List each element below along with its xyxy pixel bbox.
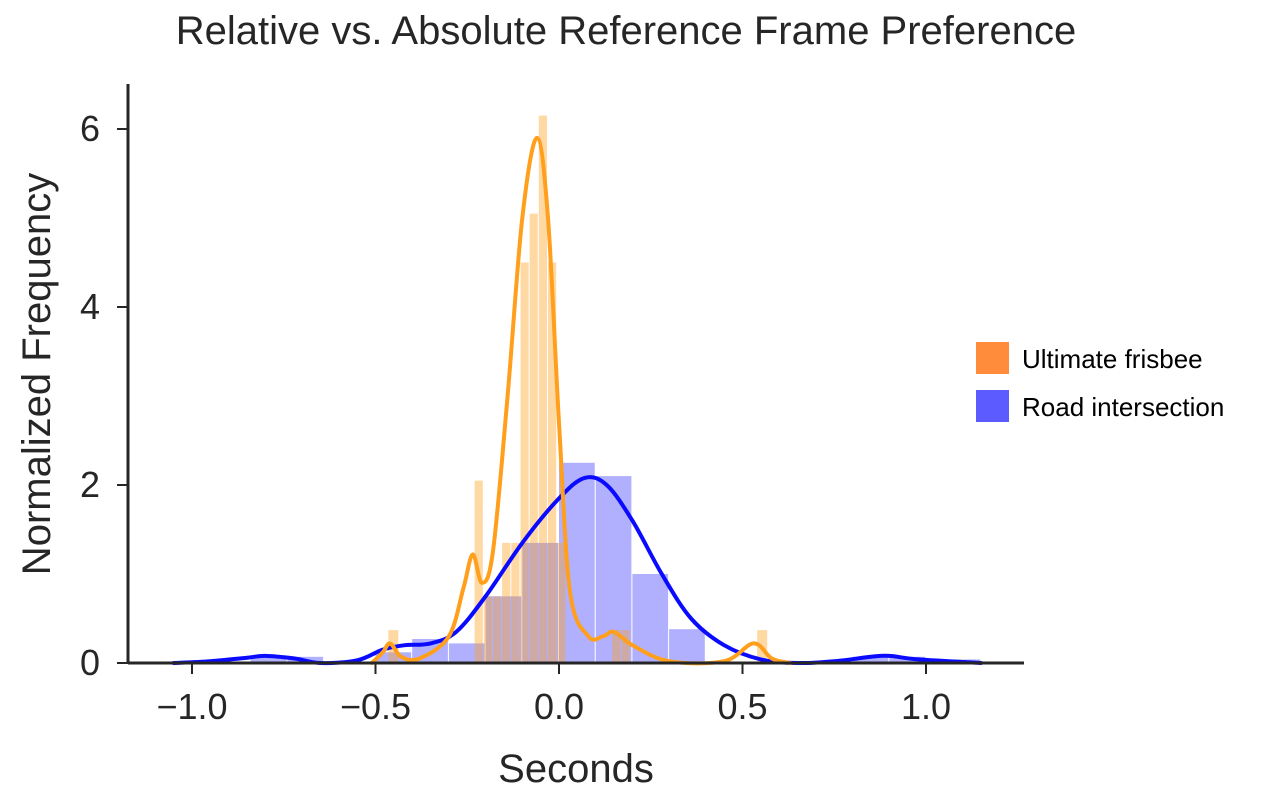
hist-bar-road-intersection-7 [559,462,595,664]
y-tick-label: 6 [80,108,100,149]
hist-bar-road-intersection-2 [375,652,412,663]
y-tick-label: 4 [80,286,100,327]
hist-bar-ultimate-frisbee-12 [621,630,630,663]
legend-swatch-road-intersection [976,390,1009,422]
legend-label-ultimate-frisbee: Ultimate frisbee [1022,344,1203,374]
legend-label-road-intersection: Road intersection [1022,392,1224,422]
hist-bar-ultimate-frisbee-11 [612,630,621,663]
x-axis-title: Seconds [498,747,654,789]
x-tick-label: 0.5 [717,686,767,727]
x-ticks: −1.0 −0.5 0.0 0.5 1.0 [156,664,951,727]
hist-bar-ultimate-frisbee-6 [520,262,529,663]
y-tick-label: 0 [80,642,100,683]
hist-bar-road-intersection-6 [522,542,558,663]
hist-bar-ultimate-frisbee-8 [538,115,547,664]
x-tick-label: −1.0 [156,686,227,727]
hist-bar-ultimate-frisbee-5 [511,542,520,663]
hist-bar-road-intersection-5 [485,596,522,664]
legend: Ultimate frisbee Road intersection [976,342,1224,422]
hist-bar-road-intersection-4 [448,643,485,663]
hist-bar-ultimate-frisbee-3 [492,596,502,664]
hist-bar-ultimate-frisbee-4 [502,542,511,663]
y-axis-title: Normalized Frequency [15,173,59,575]
chart-title: Relative vs. Absolute Reference Frame Pr… [176,9,1076,53]
y-tick-label: 2 [80,464,100,505]
hist-bar-ultimate-frisbee-10 [557,542,566,663]
hist-bar-ultimate-frisbee-7 [529,213,538,663]
x-tick-label: −0.5 [340,686,411,727]
x-tick-label: 1.0 [901,686,951,727]
kde-line-ultimate-frisbee [369,135,793,666]
y-ticks: 0 2 4 6 [80,108,128,683]
hist-bar-ultimate-frisbee-2 [483,596,492,664]
x-tick-label: 0.0 [534,686,584,727]
histogram-layer [250,115,981,664]
hist-bar-road-intersection-10 [669,629,705,663]
hist-bar-ultimate-frisbee-9 [548,262,557,663]
hist-bar-road-intersection-0 [250,656,287,663]
legend-swatch-ultimate-frisbee [976,342,1009,374]
hist-bar-road-intersection-11 [852,656,889,663]
